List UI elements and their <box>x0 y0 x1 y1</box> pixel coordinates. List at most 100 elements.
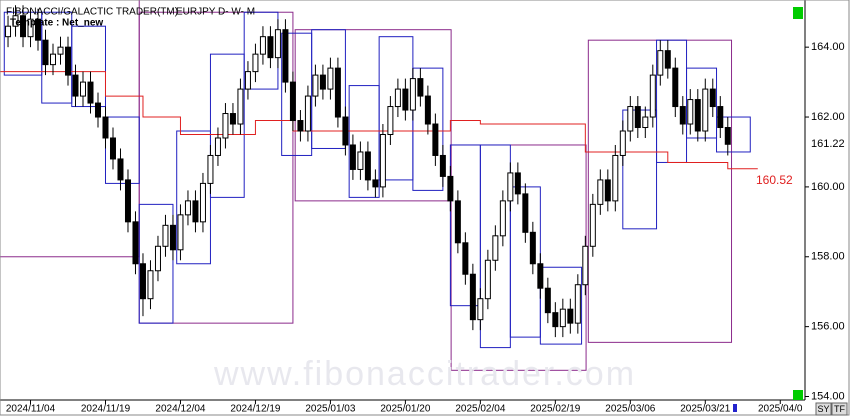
candle-body <box>499 200 506 237</box>
candle-body <box>147 270 154 300</box>
candle-body <box>214 137 221 156</box>
candle-body <box>169 224 176 251</box>
candle-body <box>27 18 34 38</box>
candle-body <box>312 74 319 97</box>
x-tick-label: 2024/11/19 <box>81 404 131 415</box>
candle-body <box>199 182 206 223</box>
candle-body <box>559 308 566 328</box>
x-tick-label: 2025/02/04 <box>455 404 505 415</box>
x-tick-label: 2025/02/19 <box>530 404 580 415</box>
candle-body <box>612 154 619 202</box>
candle-body <box>589 203 596 247</box>
x-tick-label: 2025/03/21 <box>680 404 730 415</box>
candle-body <box>507 172 514 202</box>
indicator <box>793 390 803 400</box>
candle-body <box>357 151 364 170</box>
candle-body <box>702 88 709 132</box>
candle-body <box>372 179 379 188</box>
last-price-label: 161.22 <box>811 138 845 150</box>
candle-body <box>267 36 274 59</box>
candle-body <box>364 151 371 181</box>
candle-body <box>597 179 604 205</box>
candle-body <box>634 106 641 129</box>
button[interactable] <box>831 402 848 416</box>
level-line <box>0 71 758 170</box>
symbol: EURJPY D- W- M <box>176 7 255 18</box>
candle-body <box>222 113 229 139</box>
y-tick-label: 154.00 <box>811 390 845 402</box>
candle-body <box>252 53 259 73</box>
candle-body <box>244 71 251 90</box>
y-tick-label: 162.00 <box>811 111 845 123</box>
button[interactable] <box>815 402 832 416</box>
candle-body <box>627 106 634 132</box>
candle-body <box>432 123 439 156</box>
weekly-box <box>539 266 583 345</box>
candle-body <box>72 74 79 97</box>
candle-body <box>237 88 244 125</box>
candle-body <box>177 214 184 251</box>
x-tick-label: 2024/11/04 <box>6 404 56 415</box>
candle-body <box>5 25 12 38</box>
x-tick-label: 2024/12/19 <box>230 404 280 415</box>
candle-body <box>342 116 349 146</box>
candle-body <box>514 172 521 195</box>
candle-body <box>484 259 491 300</box>
candle-body <box>529 231 536 265</box>
candle-body <box>387 106 394 135</box>
candle-body <box>544 287 551 314</box>
y-tick-label: 158.00 <box>811 251 845 263</box>
candle-body <box>649 74 656 118</box>
candle-body <box>139 263 146 300</box>
y-tick-label: 160.00 <box>811 181 845 193</box>
candle-body <box>117 158 124 181</box>
candle-body <box>574 284 581 324</box>
candle-body <box>439 154 446 177</box>
button-label[interactable]: TF <box>834 404 845 414</box>
candle-body <box>274 29 281 59</box>
marker <box>733 404 737 412</box>
weekly-box <box>412 67 444 191</box>
candle-body <box>192 200 199 223</box>
candle-body <box>109 137 116 160</box>
candle-body <box>552 312 559 328</box>
candle-body <box>694 99 701 132</box>
candle-body <box>664 50 671 69</box>
candle-body <box>717 106 724 129</box>
indicator <box>793 7 803 19</box>
candle-body <box>604 179 611 202</box>
candle-body <box>409 78 416 111</box>
candle-body <box>282 29 289 83</box>
candle-body <box>424 95 431 125</box>
x-tick-label: 2025/04/0 <box>758 404 803 415</box>
watermark: www.fibonaccitrader.com <box>213 355 636 393</box>
candle-body <box>417 78 424 97</box>
candle-body <box>642 116 649 129</box>
projection-label: 160.52 <box>756 173 793 187</box>
candle-body <box>289 81 296 122</box>
candle-body <box>402 88 409 111</box>
candle-body <box>319 74 326 90</box>
candle-body <box>162 224 169 247</box>
candle-body <box>394 88 401 108</box>
candle-body <box>327 67 334 90</box>
candle-body <box>582 245 589 286</box>
candle-body <box>35 18 42 41</box>
weekly-box <box>209 53 245 198</box>
candle-body <box>207 154 214 184</box>
x-tick-label: 2024/12/04 <box>155 404 205 415</box>
candle-body <box>259 36 266 55</box>
button-label[interactable]: SY <box>817 404 829 414</box>
candle-body <box>469 273 476 321</box>
candle-body <box>657 50 664 76</box>
candle-body <box>687 99 694 125</box>
weekly-box <box>716 116 751 153</box>
candle-body <box>65 46 72 76</box>
candle-body <box>297 120 304 132</box>
weekly-box <box>104 116 140 184</box>
candle-body <box>334 67 341 118</box>
candle-body <box>454 200 461 244</box>
weekly-box <box>71 25 106 108</box>
